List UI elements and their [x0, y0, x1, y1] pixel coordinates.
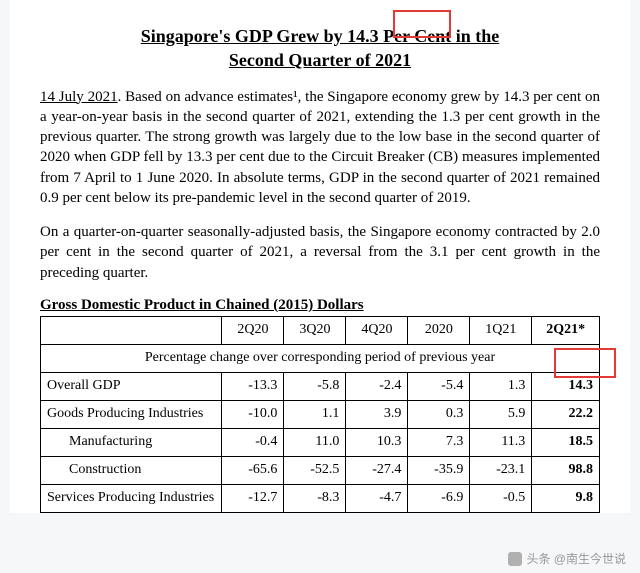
col-header-4Q20: 4Q20	[346, 316, 408, 344]
cell: -6.9	[408, 484, 470, 512]
col-header-1Q21: 1Q21	[470, 316, 532, 344]
cell: -13.3	[222, 372, 284, 400]
header-blank	[41, 316, 222, 344]
table-title: Gross Domestic Product in Chained (2015)…	[40, 297, 600, 314]
cell: -5.4	[408, 372, 470, 400]
cell: 18.5	[532, 428, 600, 456]
cell: -4.7	[346, 484, 408, 512]
paragraph-1-body: . Based on advance estimates¹, the Singa…	[40, 89, 600, 206]
title-line-2: Second Quarter of 2021	[229, 50, 411, 70]
cell: 22.2	[532, 400, 600, 428]
col-header-2Q20: 2Q20	[222, 316, 284, 344]
watermark-text: 头条 @南生今世说	[526, 550, 626, 567]
cell: 11.3	[470, 428, 532, 456]
cell: 1.1	[284, 400, 346, 428]
cell: 11.0	[284, 428, 346, 456]
cell: 98.8	[532, 456, 600, 484]
table-row: Manufacturing-0.411.010.37.311.318.5	[41, 428, 600, 456]
cell: -12.7	[222, 484, 284, 512]
document-page: Singapore's GDP Grew by 14.3 Per Cent in…	[10, 0, 630, 513]
cell: -65.6	[222, 456, 284, 484]
watermark-logo-icon	[508, 552, 522, 566]
cell: 9.8	[532, 484, 600, 512]
table-header-row: 2Q203Q204Q2020201Q212Q21*	[41, 316, 600, 344]
table-row: Construction-65.6-52.5-27.4-35.9-23.198.…	[41, 456, 600, 484]
col-header-3Q20: 3Q20	[284, 316, 346, 344]
release-date: 14 July 2021	[40, 89, 118, 105]
cell: 0.3	[408, 400, 470, 428]
cell: -10.0	[222, 400, 284, 428]
row-label: Goods Producing Industries	[41, 400, 222, 428]
title-line-1: Singapore's GDP Grew by 14.3 Per Cent in…	[141, 26, 500, 46]
cell: -52.5	[284, 456, 346, 484]
page-title: Singapore's GDP Grew by 14.3 Per Cent in…	[40, 24, 600, 73]
cell: 7.3	[408, 428, 470, 456]
gdp-table: 2Q203Q204Q2020201Q212Q21* Percentage cha…	[40, 316, 600, 513]
cell: -0.5	[470, 484, 532, 512]
row-label: Construction	[41, 456, 222, 484]
watermark: 头条 @南生今世说	[508, 550, 626, 567]
row-label: Manufacturing	[41, 428, 222, 456]
table-row: Services Producing Industries-12.7-8.3-4…	[41, 484, 600, 512]
table-row: Goods Producing Industries-10.01.13.90.3…	[41, 400, 600, 428]
cell: -23.1	[470, 456, 532, 484]
cell: 14.3	[532, 372, 600, 400]
col-header-2020: 2020	[408, 316, 470, 344]
cell: 10.3	[346, 428, 408, 456]
paragraph-1: 14 July 2021. Based on advance estimates…	[40, 87, 600, 209]
table-caption-row: Percentage change over corresponding per…	[41, 344, 600, 372]
cell: 5.9	[470, 400, 532, 428]
cell: -0.4	[222, 428, 284, 456]
cell: -27.4	[346, 456, 408, 484]
table-section-caption: Percentage change over corresponding per…	[41, 344, 600, 372]
cell: -5.8	[284, 372, 346, 400]
paragraph-2: On a quarter-on-quarter seasonally-adjus…	[40, 222, 600, 283]
cell: 1.3	[470, 372, 532, 400]
col-header-2Q21star: 2Q21*	[532, 316, 600, 344]
row-label: Overall GDP	[41, 372, 222, 400]
cell: -35.9	[408, 456, 470, 484]
cell: 3.9	[346, 400, 408, 428]
row-label: Services Producing Industries	[41, 484, 222, 512]
cell: -2.4	[346, 372, 408, 400]
table-row: Overall GDP-13.3-5.8-2.4-5.41.314.3	[41, 372, 600, 400]
cell: -8.3	[284, 484, 346, 512]
